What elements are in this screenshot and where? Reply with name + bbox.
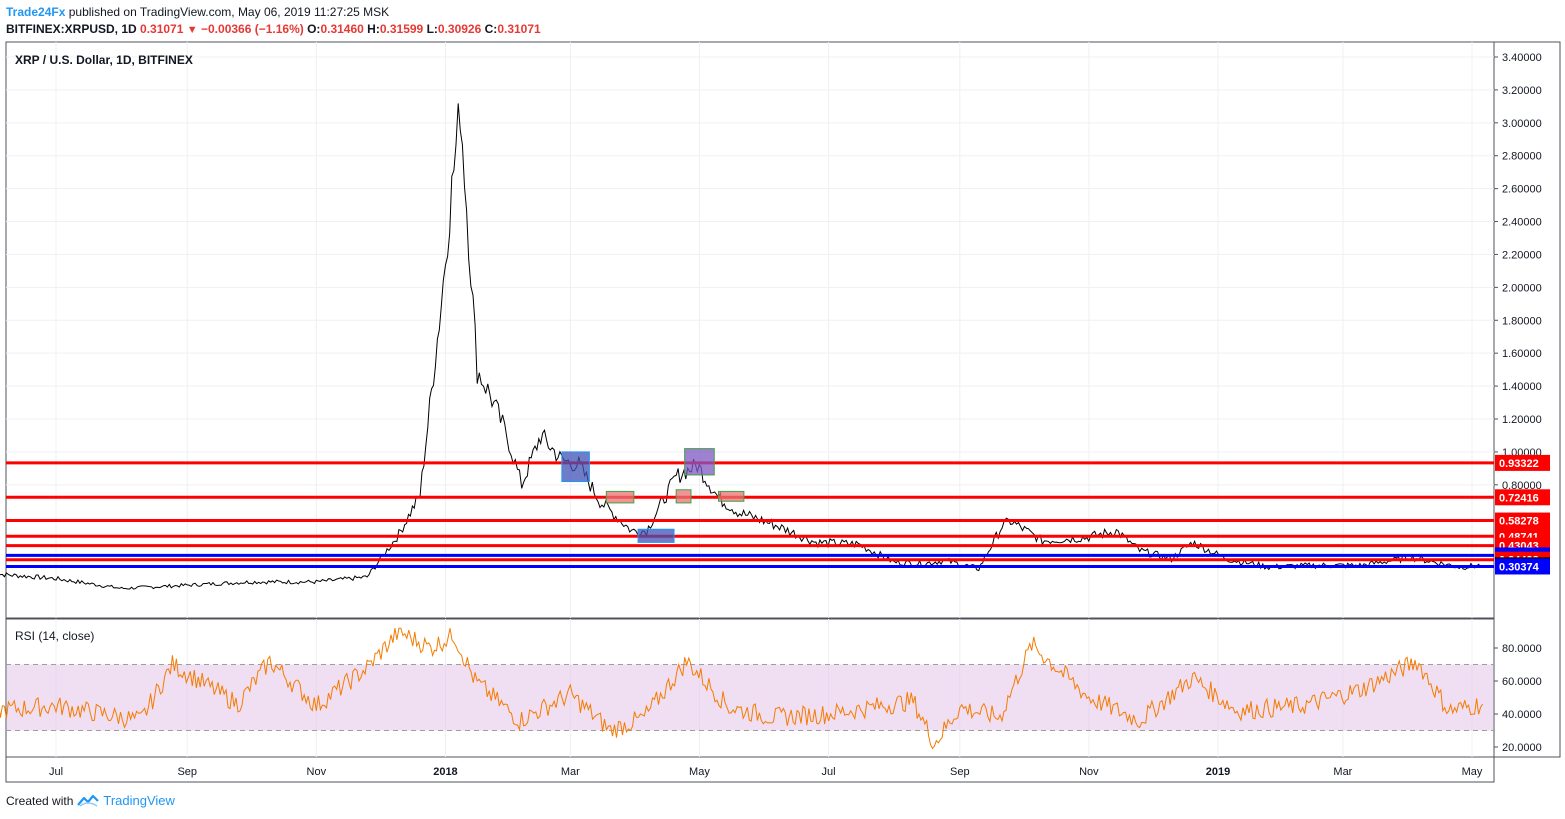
open-value: 0.31460 — [320, 22, 364, 36]
price-change: −0.00366 (−1.16%) — [201, 22, 304, 36]
y-tick-label: 1.80000 — [1502, 315, 1542, 327]
y-tick-label: 3.20000 — [1502, 85, 1542, 97]
y-tick-label: 1.40000 — [1502, 381, 1542, 393]
open-label: O: — [307, 22, 321, 36]
price-level-label: 0.93322 — [1499, 458, 1539, 470]
down-arrow-icon: ▼ — [186, 24, 198, 36]
tradingview-brand[interactable]: TradingView — [103, 793, 175, 808]
author-link[interactable]: Trade24Fx — [6, 5, 66, 19]
y-tick-label: 2.00000 — [1502, 282, 1542, 294]
price-level-label: 0.72416 — [1499, 492, 1539, 504]
x-tick-label: Nov — [307, 766, 327, 778]
x-tick-label: May — [689, 766, 710, 778]
footer: Created with TradingView — [6, 793, 175, 808]
price-series-line — [0, 103, 1483, 590]
price-level-label: 0.30374 — [1499, 561, 1540, 573]
y-tick-label: 3.00000 — [1502, 118, 1542, 130]
zone-box[interactable] — [561, 451, 590, 483]
zone-box[interactable] — [637, 528, 675, 543]
publish-info: Trade24Fx published on TradingView.com, … — [6, 5, 389, 19]
tradingview-logo-icon — [77, 794, 100, 807]
price-level-label-bg — [1495, 512, 1550, 529]
x-tick-label: Jul — [822, 766, 836, 778]
price-pane-title: XRP / U.S. Dollar, 1D, BITFINEX — [15, 53, 193, 67]
price-axis[interactable] — [1493, 41, 1561, 758]
high-value: 0.31599 — [379, 22, 424, 36]
price-level-label-bg — [1495, 454, 1550, 471]
x-tick-label: Mar — [561, 766, 580, 778]
zone-box[interactable] — [684, 448, 715, 476]
price-level-label: 0.58278 — [1499, 516, 1539, 528]
x-tick-label: Sep — [177, 766, 197, 778]
x-tick-label: 2018 — [433, 766, 457, 778]
rsi-band — [7, 664, 1493, 731]
zone-box[interactable] — [717, 490, 745, 502]
rsi-series-line — [0, 627, 1484, 750]
time-axis[interactable] — [5, 756, 1495, 783]
y-tick-label: 3.40000 — [1502, 52, 1542, 64]
x-tick-label: Jul — [49, 766, 63, 778]
low-label: L: — [426, 22, 438, 36]
price-pane[interactable] — [5, 41, 1495, 619]
close-value: 0.31071 — [497, 22, 541, 36]
rsi-tick-label: 20.0000 — [1502, 742, 1542, 754]
zone-box[interactable] — [675, 489, 692, 504]
low-value: 0.30926 — [437, 22, 482, 36]
y-tick-label: 2.40000 — [1502, 217, 1542, 229]
high-label: H: — [367, 22, 380, 36]
symbol-ohlc-bar: BITFINEX:XRPUSD, 1D 0.31071 ▼ −0.00366 (… — [6, 22, 541, 36]
rsi-tick-label: 60.0000 — [1502, 676, 1542, 688]
price-level-label-bg — [1495, 558, 1550, 575]
x-tick-label: 2019 — [1206, 766, 1230, 778]
x-tick-label: May — [1462, 766, 1483, 778]
x-tick-label: Nov — [1079, 766, 1099, 778]
y-tick-label: 2.80000 — [1502, 151, 1542, 163]
zone-box[interactable] — [605, 490, 635, 504]
y-tick-label: 1.20000 — [1502, 414, 1542, 426]
close-label: C: — [484, 22, 498, 36]
rsi-tick-label: 40.0000 — [1502, 709, 1542, 721]
x-tick-label: Mar — [1333, 766, 1352, 778]
price-level-label-bg — [1495, 489, 1550, 506]
published-text: published on TradingView.com, May 06, 20… — [68, 5, 390, 19]
y-tick-label: 2.60000 — [1502, 184, 1542, 196]
rsi-tick-label: 80.0000 — [1502, 643, 1542, 655]
created-with-text: Created with — [6, 793, 74, 808]
y-tick-label: 2.20000 — [1502, 249, 1542, 261]
chart-canvas[interactable]: Jul Sep Nov 2018 Mar May Jul Sep Nov 2019 Mar May 3.… — [0, 0, 1565, 790]
x-tick-label: Sep — [950, 766, 970, 778]
y-tick-label: 1.60000 — [1502, 348, 1542, 360]
rsi-pane-title: RSI (14, close) — [15, 629, 94, 643]
symbol-label: BITFINEX:XRPUSD, 1D — [6, 22, 137, 36]
y-tick-label: 0.80000 — [1502, 480, 1542, 492]
last-price: 0.31071 — [140, 22, 184, 36]
